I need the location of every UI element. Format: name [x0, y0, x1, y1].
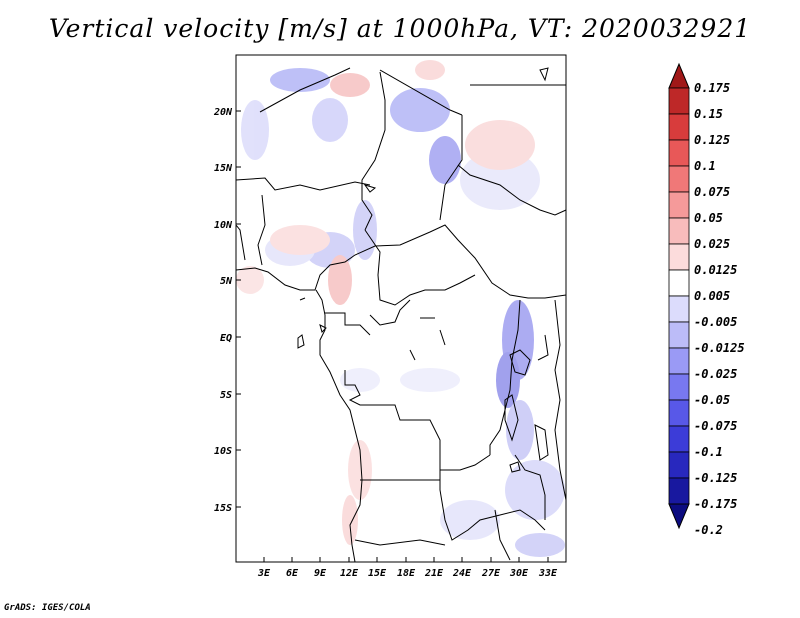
- lon-label: 6E: [286, 568, 299, 579]
- colorbar-swatch: [668, 399, 690, 427]
- lon-label: 33E: [538, 568, 558, 579]
- colorbar-swatch: [668, 269, 690, 297]
- colorbar-label: 0.125: [694, 133, 730, 147]
- lat-label: 20N: [213, 107, 233, 118]
- colorbar-label: -0.005: [694, 315, 737, 329]
- colorbar-label: -0.05: [694, 393, 730, 407]
- colorbar-label: 0.1: [694, 159, 716, 173]
- lat-label: EQ: [220, 333, 232, 344]
- colorbar-label: -0.175: [694, 497, 737, 511]
- lon-label: 9E: [314, 568, 327, 579]
- colorbar-swatch: [668, 243, 690, 271]
- colorbar-swatch: [668, 217, 690, 245]
- colorbar-label: 0.005: [694, 289, 730, 303]
- colorbar-label: -0.2: [694, 523, 723, 537]
- colorbar-top-arrow: [668, 62, 690, 89]
- colorbar-label: 0.075: [694, 185, 730, 199]
- velocity-shading: [236, 60, 565, 557]
- lat-label: 5S: [220, 390, 232, 401]
- colorbar-label: -0.0125: [694, 341, 745, 355]
- lat-labels: 20N 15N 10N 5N EQ 5S 10S 15S: [213, 107, 233, 514]
- colorbar-label: -0.025: [694, 367, 737, 381]
- grads-credit: GrADS: IGES/COLA: [4, 603, 91, 613]
- map-title: Vertical velocity [m/s] at 1000hPa, VT: …: [48, 14, 752, 43]
- colorbar-swatch: [668, 425, 690, 453]
- lat-label: 5N: [220, 276, 233, 287]
- colorbar-swatch: [668, 191, 690, 219]
- lakes: [297, 67, 549, 473]
- map-plot: 20N 15N 10N 5N EQ 5S 10S 15S 3E 6E 9E 12…: [213, 54, 567, 579]
- lon-label: 12E: [340, 568, 359, 579]
- colorbar-swatch: [668, 477, 690, 505]
- colorbar-label: 0.175: [694, 81, 730, 95]
- colorbar-swatch: [668, 113, 690, 141]
- colorbar-swatch: [668, 295, 690, 323]
- colorbar-swatch: [668, 165, 690, 193]
- lon-label: 24E: [452, 568, 472, 579]
- colorbar-swatch: [668, 321, 690, 349]
- lon-label: 3E: [257, 568, 271, 579]
- colorbar-label: -0.075: [694, 419, 737, 433]
- colorbar-swatch: [668, 87, 690, 115]
- lat-label: 15S: [214, 503, 232, 514]
- colorbar-bottom-arrow: [668, 503, 690, 530]
- colorbar-label: 0.025: [694, 237, 730, 251]
- colorbar-swatch: [668, 139, 690, 167]
- colorbar-label: -0.125: [694, 471, 737, 485]
- lon-label: 21E: [424, 568, 444, 579]
- country-borders: [235, 67, 567, 563]
- colorbar-swatch: [668, 373, 690, 401]
- lon-label: 30E: [509, 568, 529, 579]
- lat-label: 10N: [214, 220, 233, 231]
- axis-ticks: [236, 110, 549, 562]
- colorbar-label: 0.05: [694, 211, 723, 225]
- colorbar-swatch: [668, 451, 690, 479]
- lat-label: 10S: [214, 446, 232, 457]
- lon-label: 15E: [368, 568, 387, 579]
- lon-label: 27E: [481, 568, 501, 579]
- colorbar-label: -0.1: [694, 445, 723, 459]
- lon-labels: 3E 6E 9E 12E 15E 18E 21E 24E 27E 30E 33E: [257, 568, 558, 579]
- colorbar-label: 0.0125: [694, 263, 737, 277]
- colorbar-swatch: [668, 347, 690, 375]
- colorbar: 0.175 0.15 0.125 0.1 0.075 0.05 0.025 0.0125 0.0…: [668, 62, 745, 537]
- lat-label: 15N: [214, 163, 233, 174]
- map-frame: [235, 54, 567, 563]
- lon-label: 18E: [397, 568, 416, 579]
- colorbar-label: 0.15: [694, 107, 723, 121]
